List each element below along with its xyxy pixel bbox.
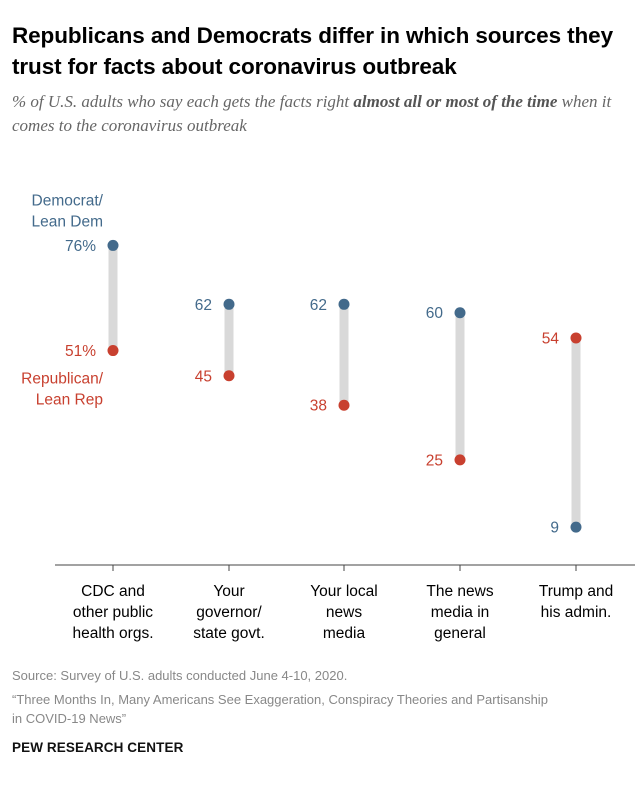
dem-value-label: 76%	[65, 238, 96, 255]
rep-dot	[223, 370, 235, 382]
category-label: other public	[73, 604, 153, 621]
report-title-line-1: “Three Months In, Many Americans See Exa…	[12, 692, 548, 707]
dem-value-label: 62	[195, 297, 212, 314]
dem-dot	[107, 239, 119, 251]
category-label: health orgs.	[73, 625, 154, 642]
dem-dot	[223, 298, 235, 310]
category-label: media in	[431, 604, 490, 621]
dem-value-label: 62	[310, 297, 327, 314]
rep-dot	[570, 332, 582, 344]
subtitle-post: when it comes to the coronavirus outbrea…	[12, 92, 612, 135]
category-label: his admin.	[541, 604, 612, 621]
chart-subtitle: % of U.S. adults who say each gets the f…	[12, 90, 637, 138]
category-label: governor/	[196, 604, 262, 621]
category-label: state govt.	[193, 625, 265, 642]
brand-logo-text: PEW RESEARCH CENTER	[12, 740, 184, 755]
rep-value-label: 45	[195, 368, 212, 385]
category-label: media	[323, 625, 366, 642]
chart-title: Republicans and Democrats differ in whic…	[12, 23, 614, 79]
dem-value-label: 9	[550, 520, 559, 537]
dem-dot	[338, 298, 350, 310]
rep-value-label: 54	[542, 330, 560, 347]
rep-value-label: 38	[310, 398, 327, 415]
rep-dot	[107, 345, 119, 357]
dem-legend-label: Democrat/	[32, 192, 104, 209]
rep-legend-label: Republican/	[21, 371, 104, 388]
dem-dot	[454, 307, 466, 319]
subtitle-pre: % of U.S. adults who say each gets the f…	[12, 92, 354, 111]
category-label: CDC and	[81, 583, 145, 600]
dem-legend-label: Lean Dem	[31, 213, 103, 230]
category-label: Your	[213, 583, 244, 600]
rep-value-label: 51%	[65, 343, 96, 360]
dem-value-label: 60	[426, 305, 444, 322]
category-label: The news	[426, 583, 493, 600]
rep-legend-label: Lean Rep	[36, 392, 103, 409]
category-label: Trump and	[539, 583, 613, 600]
category-label: news	[326, 604, 362, 621]
report-title-line-2: in COVID-19 News”	[12, 711, 127, 726]
source-note: Source: Survey of U.S. adults conducted …	[12, 668, 348, 683]
category-label: Your local	[310, 583, 378, 600]
rep-dot	[454, 454, 466, 466]
subtitle-bold: almost all or most of the time	[353, 92, 558, 111]
rep-dot	[338, 399, 350, 411]
rep-value-label: 25	[426, 452, 443, 469]
dot-range-chart: 76% 51% CDC and other public health orgs. 62 4…	[21, 192, 635, 642]
category-label: general	[434, 625, 486, 642]
dem-dot	[570, 521, 582, 533]
